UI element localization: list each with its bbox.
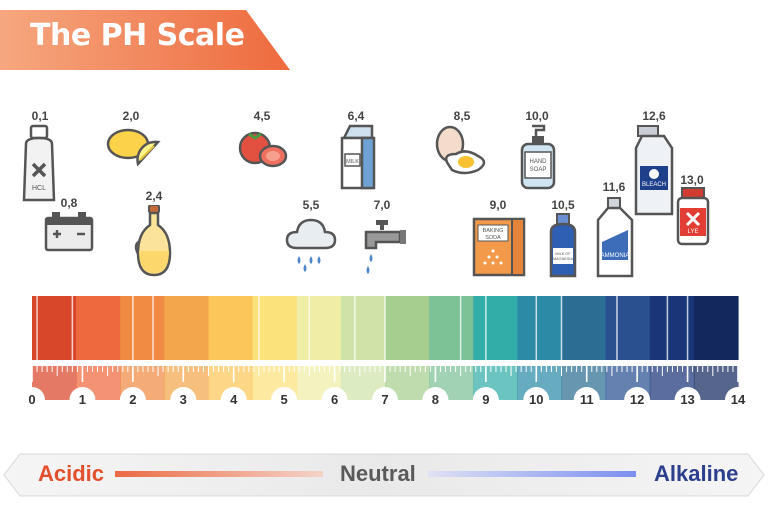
ph-value-rain: 5,5 bbox=[302, 198, 320, 212]
ph-tick-label: 2 bbox=[129, 392, 137, 407]
ph-value-ammonia: 11,6 bbox=[602, 180, 626, 194]
ammonia-bottle-icon: AMMONIA bbox=[596, 197, 634, 278]
ph-color-blocks bbox=[32, 296, 739, 400]
hand-soap-label-1: HAND bbox=[529, 159, 547, 165]
ph-value-lye: 13,0 bbox=[680, 173, 704, 187]
ph-color-block bbox=[296, 296, 342, 360]
milk-of-magnesia-icon: MILK OF MAGNESIA bbox=[549, 213, 577, 278]
tomato-icon bbox=[238, 131, 288, 168]
battery-icon bbox=[44, 212, 94, 252]
ph-value-egg: 8,5 bbox=[453, 109, 471, 123]
title-banner bbox=[0, 10, 290, 70]
ph-value-magnesia: 10,5 bbox=[551, 198, 575, 212]
ph-tick-circle bbox=[69, 387, 96, 413]
ph-scale-bar bbox=[19, 286, 751, 413]
ph-tick-circle bbox=[19, 387, 45, 413]
ph-color-block bbox=[164, 296, 210, 360]
ph-value-baking-soda: 9,0 bbox=[489, 198, 507, 212]
acidic-gradient-line bbox=[115, 471, 323, 477]
acidic-label: Acidic bbox=[38, 461, 105, 486]
ph-value-hand-soap: 10,0 bbox=[525, 109, 549, 123]
ph-color-block bbox=[252, 296, 298, 360]
ph-tick-circle bbox=[674, 387, 701, 413]
alkaline-gradient-line bbox=[428, 471, 636, 477]
ph-tick-circle bbox=[170, 387, 197, 413]
ph-value-water: 7,0 bbox=[373, 198, 391, 212]
ph-tick-label: 1 bbox=[78, 392, 87, 407]
ph-value-bleach: 12,6 bbox=[642, 109, 666, 123]
ph-tick-circle bbox=[523, 387, 550, 413]
vinegar-jug-icon bbox=[134, 205, 172, 277]
page-title: The PH Scale bbox=[30, 18, 245, 53]
bleach-bottle-icon: BLEACH bbox=[634, 125, 674, 216]
ph-color-block bbox=[517, 296, 563, 360]
ph-value-battery: 0,8 bbox=[60, 196, 78, 210]
ammonia-label: AMMONIA bbox=[601, 253, 630, 259]
acidity-bar bbox=[3, 453, 765, 497]
ph-tick-circle bbox=[119, 387, 146, 413]
ph-tick-label: 11 bbox=[579, 392, 594, 407]
ph-tick-label: 5 bbox=[280, 392, 288, 407]
ph-tick-label: 3 bbox=[179, 392, 187, 407]
ph-ruler bbox=[19, 366, 751, 413]
ph-color-block bbox=[473, 296, 518, 360]
ph-color-block bbox=[385, 296, 430, 360]
hand-soap-label-2: SOAP bbox=[530, 167, 547, 173]
ph-tick-label: 12 bbox=[629, 392, 645, 407]
ph-value-hcl: 0,1 bbox=[31, 109, 49, 123]
ph-color-block bbox=[340, 296, 386, 360]
ph-tick-label: 13 bbox=[680, 392, 695, 407]
ph-value-lemon: 2,0 bbox=[122, 109, 140, 123]
ph-tick-circle bbox=[573, 387, 600, 413]
ph-color-block bbox=[429, 296, 474, 360]
milk-carton-icon: MILK bbox=[340, 124, 376, 190]
ph-tick-circle bbox=[422, 387, 449, 413]
ph-tick-label: 9 bbox=[482, 392, 490, 407]
rain-cloud-icon bbox=[285, 218, 337, 272]
ph-value-tomato: 4,5 bbox=[253, 109, 271, 123]
baking-soda-label-1: BAKING bbox=[483, 228, 504, 234]
magnesia-label-2: MAGNESIA bbox=[553, 257, 574, 261]
ph-color-block bbox=[76, 296, 121, 360]
baking-soda-icon: BAKING SODA bbox=[472, 217, 526, 277]
ph-color-block bbox=[693, 296, 739, 360]
ph-tick-label: 4 bbox=[230, 392, 238, 407]
ph-tick-circle bbox=[725, 387, 751, 413]
ph-tick-circle bbox=[321, 387, 348, 413]
ph-tick-label: 10 bbox=[529, 392, 544, 407]
ph-tick-label: 6 bbox=[330, 392, 339, 407]
ph-tick-label: 0 bbox=[28, 392, 36, 407]
water-tap-icon bbox=[364, 220, 406, 274]
alkaline-label: Alkaline bbox=[654, 461, 739, 486]
ph-color-block bbox=[208, 296, 254, 360]
ph-tick-label: 14 bbox=[730, 392, 746, 407]
lye-container-icon: LYE bbox=[676, 187, 710, 246]
magnesia-label-1: MILK OF bbox=[555, 252, 571, 256]
hand-soap-icon: HAND SOAP bbox=[520, 124, 556, 190]
ph-tick-label: 8 bbox=[431, 392, 440, 407]
baking-soda-label-2: SODA bbox=[485, 235, 501, 241]
hcl-label: HCL bbox=[32, 185, 46, 192]
ph-color-block bbox=[32, 296, 77, 360]
ph-color-block bbox=[561, 296, 607, 360]
ph-tick-circle bbox=[372, 387, 398, 413]
hcl-bottle-icon: HCL bbox=[22, 124, 56, 202]
ph-tick-circle bbox=[220, 387, 247, 413]
ph-color-block bbox=[120, 296, 165, 360]
ph-tick-circle bbox=[271, 387, 298, 413]
ph-value-wine: 2,4 bbox=[145, 189, 163, 203]
ph-tick-label: 7 bbox=[381, 392, 389, 407]
bleach-label: BLEACH bbox=[642, 182, 666, 188]
lemon-icon bbox=[106, 128, 161, 166]
milk-label: MILK bbox=[346, 159, 359, 165]
egg-icon bbox=[435, 125, 486, 175]
ph-pointer-lines bbox=[36, 286, 689, 360]
ph-tick-circle bbox=[472, 387, 499, 413]
ph-color-block bbox=[605, 296, 651, 360]
ph-tick-circle bbox=[624, 387, 651, 413]
ph-value-milk: 6,4 bbox=[347, 109, 365, 123]
lye-label: LYE bbox=[688, 229, 699, 235]
neutral-label: Neutral bbox=[340, 461, 416, 486]
